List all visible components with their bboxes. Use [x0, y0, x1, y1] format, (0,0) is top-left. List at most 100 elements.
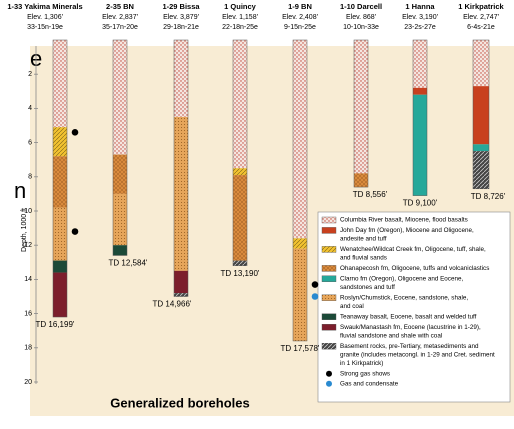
gas-show: [311, 281, 319, 288]
layer: [321, 313, 337, 320]
borehole-elev: Elev. 2,747': [463, 14, 499, 21]
borehole-name: 2-35 BN: [106, 2, 134, 11]
layer-texture: [53, 127, 67, 157]
layer-texture: [233, 175, 247, 261]
tick-label: 10: [24, 208, 32, 215]
borehole-elev: Elev. 1,306': [27, 14, 63, 21]
legend-text: Basement rocks, pre-Tertiary, metasedime…: [340, 343, 479, 350]
borehole-elev: Elev. 3,190': [402, 14, 438, 21]
layer: [473, 86, 489, 145]
borehole-loc: 9-15n-25e: [284, 24, 316, 31]
tick-label: 16: [24, 310, 32, 317]
layer-texture: [233, 168, 247, 176]
layer-texture: [322, 246, 336, 253]
legend-text: Teanaway basalt, Eocene, basalt and weld…: [340, 313, 477, 320]
column-outline: [52, 39, 68, 318]
tick-label: 8: [28, 174, 32, 181]
layer-texture: [233, 40, 247, 169]
overlap-panel: [0, 0, 30, 215]
legend-text: sandstones and tuff: [340, 284, 395, 291]
legend-text: Swauk/Manastash fm, Eocene (lacustrine i…: [340, 324, 481, 331]
layer-texture: [113, 193, 127, 246]
layer: [321, 324, 337, 331]
layer-texture: [473, 151, 489, 189]
layer-texture: [113, 40, 127, 155]
cut-text: n: [14, 178, 26, 203]
legend-text: Columbia River basalt, Miocene, flood ba…: [340, 217, 468, 224]
tick-label: 6: [28, 139, 32, 146]
layer-texture: [293, 40, 307, 239]
layer: [113, 245, 127, 256]
tick-label: 14: [24, 276, 32, 283]
layer: [53, 260, 67, 273]
legend-text: Clarno fm (Oregon), Oligocene and Eocene…: [340, 275, 463, 282]
column-outline: [232, 39, 248, 266]
layer: [413, 94, 427, 196]
borehole-loc: 35-17n-20e: [102, 24, 138, 31]
borehole-name: 1-33 Yakima Minerals: [7, 2, 82, 11]
layer-texture: [113, 154, 127, 194]
layer: [53, 272, 67, 318]
legend-text: Ohanapecosh fm, Oligocene, tuffs and vol…: [340, 265, 489, 272]
layer: [321, 227, 337, 234]
legend-text: Roslyn/Chumstick, Eocene, sandstone, sha…: [340, 294, 468, 301]
borehole-name: 1 Hanna: [405, 2, 435, 11]
layer: [174, 270, 188, 294]
legend-text: Strong gas shows: [340, 370, 390, 377]
column-outline: [112, 39, 128, 256]
legend-text: and fluvial sands: [340, 255, 387, 262]
column-outline: [173, 39, 189, 297]
total-depth: TD 8,556': [353, 190, 388, 199]
layer-texture: [293, 248, 307, 341]
layer: [413, 87, 427, 95]
borehole-loc: 22-18n-25e: [222, 24, 258, 31]
gas-show: [71, 228, 79, 235]
layer-texture: [53, 156, 67, 208]
layer: [321, 275, 337, 282]
caption: Generalized boreholes: [110, 395, 249, 410]
tick-label: 12: [24, 242, 32, 249]
tick-label: 18: [24, 345, 32, 352]
tick-label: 2: [28, 71, 32, 78]
layer-texture: [233, 260, 247, 266]
total-depth: TD 8,726': [471, 192, 506, 201]
total-depth: TD 17,578': [281, 344, 320, 353]
borehole-loc: 29-18n-21e: [163, 24, 199, 31]
layer-texture: [322, 343, 336, 350]
borehole-loc: 33-15n-19e: [27, 24, 63, 31]
legend-text: andesite and tuff: [340, 236, 387, 243]
legend-marker: [326, 380, 332, 387]
tick-label: 4: [28, 105, 32, 112]
borehole-name: 1 Quincy: [224, 2, 257, 11]
column-outline: [292, 39, 308, 342]
borehole-elev: Elev. 3,879': [163, 14, 199, 21]
layer-texture: [413, 40, 427, 88]
borehole-elev: Elev. 2,408': [282, 14, 318, 21]
borehole-name: 1-9 BN: [288, 2, 312, 11]
borehole-loc: 10-10n-33e: [343, 24, 379, 31]
borehole-elev: Elev. 1,158': [222, 14, 258, 21]
layer-texture: [322, 217, 336, 223]
gas-show: [71, 129, 79, 136]
borehole-name: 1-10 Darcell: [340, 2, 382, 11]
borehole-name: 1 Kirkpatrick: [458, 2, 504, 11]
borehole-loc: 23-2s-27e: [404, 24, 436, 31]
borehole-name: 1-29 Bissa: [162, 2, 200, 11]
legend-box: [317, 211, 511, 403]
layer-texture: [174, 116, 188, 271]
axis-label: Depth, 1000 ft: [21, 208, 28, 252]
layer: [473, 144, 489, 152]
layer-texture: [473, 40, 489, 87]
legend-text: granite (includes metacongl. in 1-29 and…: [340, 351, 495, 358]
legend-text: in 1 Kirkpatrick): [340, 360, 383, 367]
layer-texture: [53, 207, 67, 261]
tick-label: 20: [24, 379, 32, 386]
total-depth: TD 16,199': [36, 320, 75, 329]
column-outline: [353, 39, 369, 188]
layer-texture: [174, 40, 188, 117]
borehole-elev: Elev. 2,837': [102, 14, 138, 21]
legend-text: John Day fm (Oregon), Miocene and Oligoc…: [340, 227, 474, 234]
total-depth: TD 9,100': [403, 199, 438, 208]
column-outline: [472, 39, 490, 190]
layer-texture: [354, 173, 368, 188]
